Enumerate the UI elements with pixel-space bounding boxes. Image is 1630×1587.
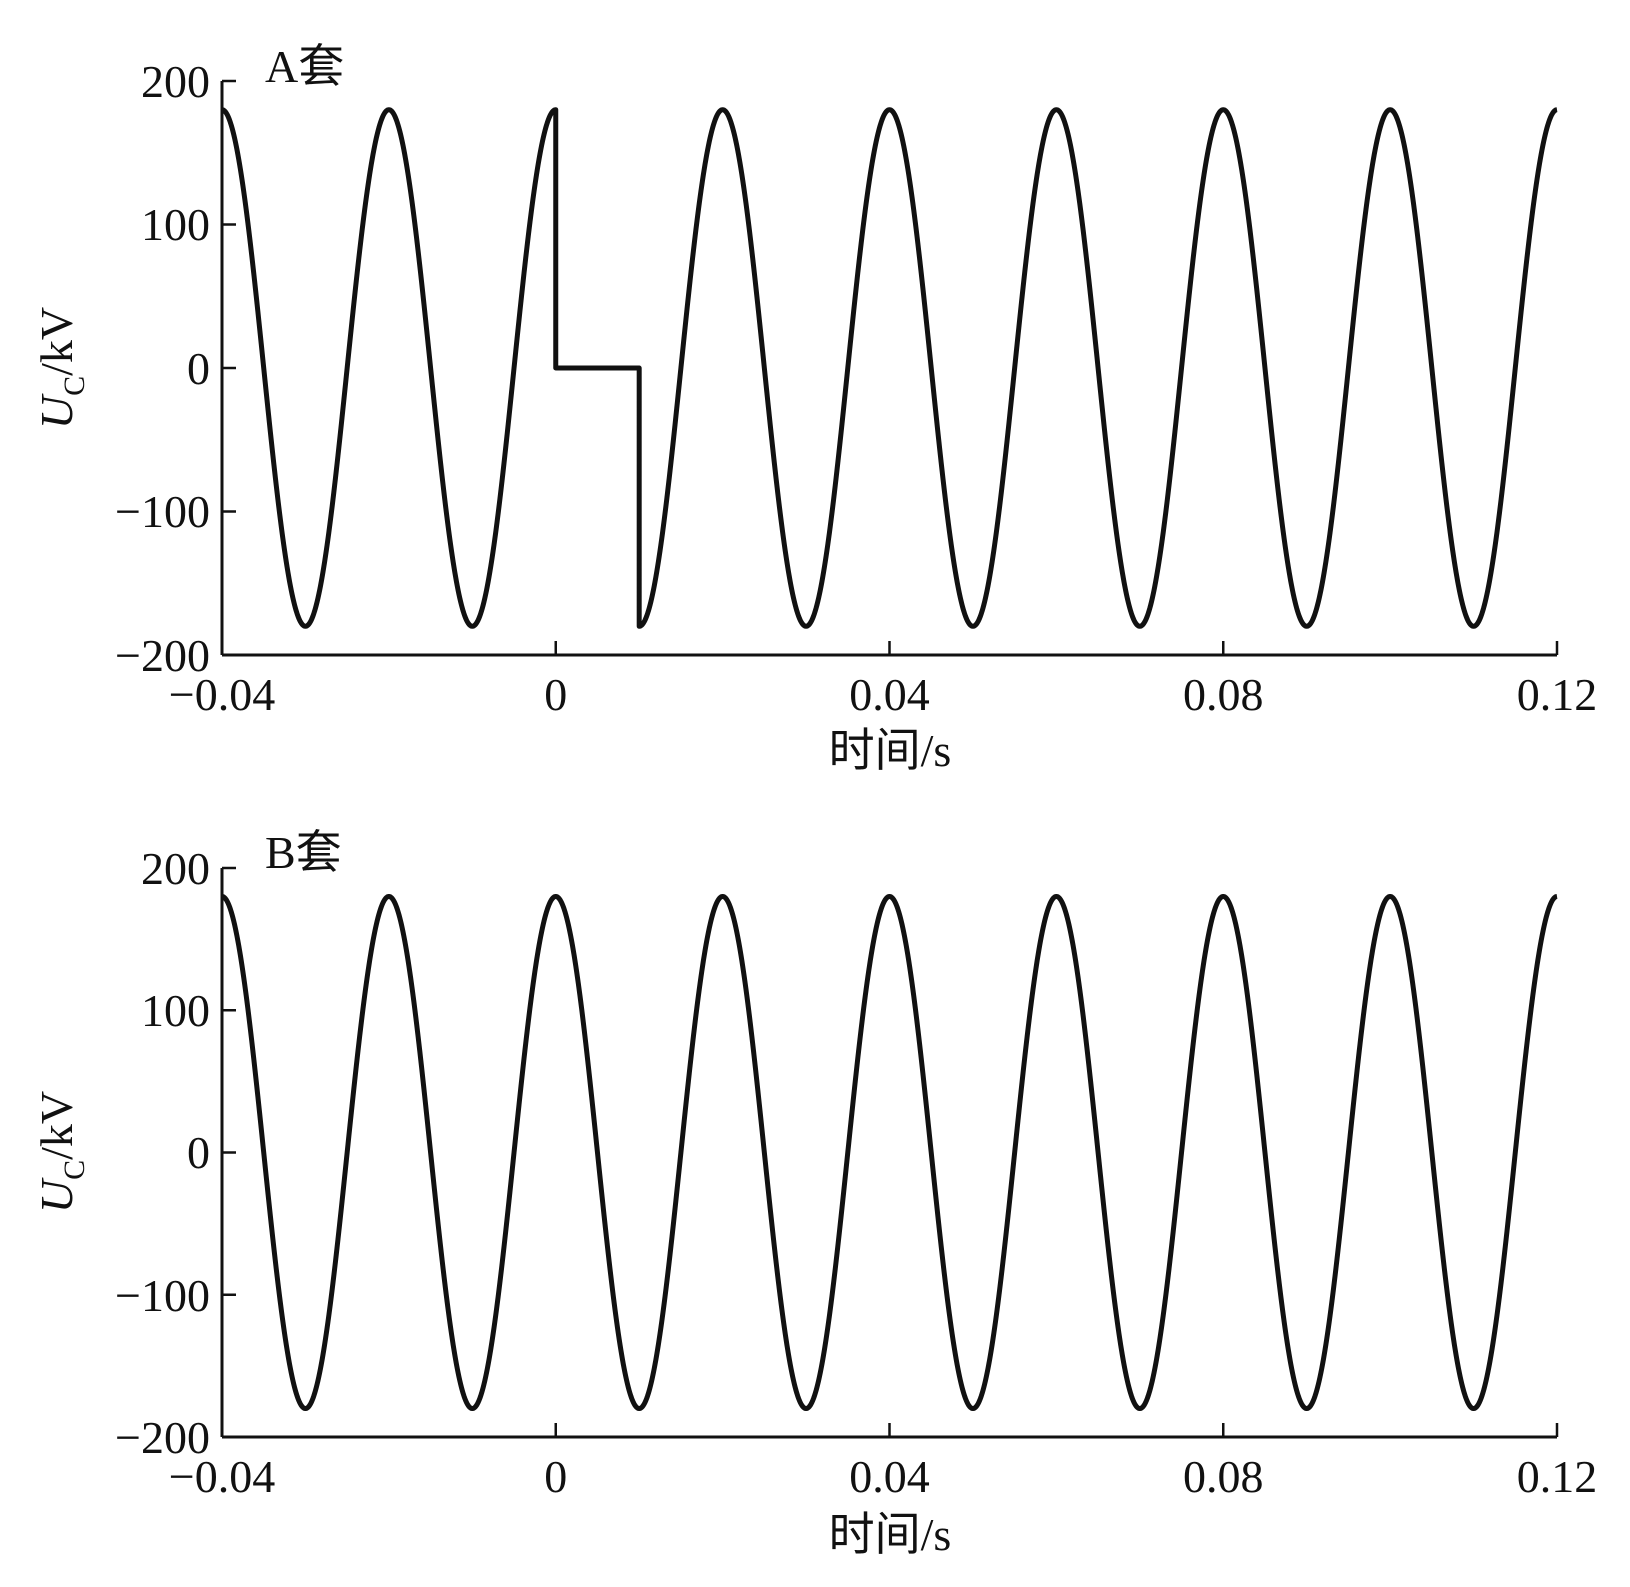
series-line bbox=[220, 107, 1559, 629]
y-axis-label-unit: /kV bbox=[31, 1091, 82, 1160]
y-tick-label: 100 bbox=[141, 985, 210, 1036]
y-tick-label: 0 bbox=[187, 343, 210, 394]
x-axis-label: 时间/s bbox=[829, 1509, 952, 1560]
x-tick-label: 0.04 bbox=[849, 1451, 930, 1502]
y-axis-label-main: U bbox=[31, 1177, 82, 1213]
x-axis-label: 时间/s bbox=[829, 725, 952, 776]
y-tick-label: 200 bbox=[141, 56, 210, 107]
x-axis-ticks bbox=[554, 641, 1559, 655]
x-axis-ticks bbox=[554, 1423, 1559, 1437]
x-tick-label: 0 bbox=[544, 1451, 567, 1502]
y-axis-label-main: U bbox=[31, 393, 82, 429]
series-line bbox=[220, 893, 1559, 1412]
y-tick-label: −200 bbox=[115, 1412, 210, 1463]
x-tick-label: −0.04 bbox=[169, 669, 275, 720]
y-tick-labels: 200 100 0 −100 −200 bbox=[115, 56, 210, 681]
y-axis-label-sub: C bbox=[58, 376, 91, 396]
y-tick-label: 0 bbox=[187, 1127, 210, 1178]
x-tick-label: 0 bbox=[544, 669, 567, 720]
y-tick-labels: 200 100 0 −100 −200 bbox=[115, 843, 210, 1463]
chart-panel-b: 200 100 0 −100 −200 −0.04 0 0.04 0.08 0.… bbox=[31, 827, 1597, 1560]
y-axis-label: UC/kV bbox=[31, 307, 91, 429]
y-axis-ticks bbox=[222, 79, 236, 513]
x-tick-label: 0.12 bbox=[1517, 669, 1598, 720]
x-tick-label: 0.08 bbox=[1183, 669, 1264, 720]
y-tick-label: 100 bbox=[141, 199, 210, 250]
y-axis-label-unit: /kV bbox=[31, 307, 82, 376]
panel-label: B套 bbox=[265, 827, 342, 878]
y-tick-label: −200 bbox=[115, 630, 210, 681]
y-tick-label: −100 bbox=[115, 1270, 210, 1321]
x-tick-labels: −0.04 0 0.04 0.08 0.12 bbox=[169, 1451, 1597, 1502]
x-tick-label: 0.12 bbox=[1517, 1451, 1598, 1502]
chart-panel-a: 200 100 0 −100 −200 −0.04 0 0.04 0.08 0.… bbox=[31, 41, 1597, 776]
x-tick-label: 0.04 bbox=[849, 669, 930, 720]
y-tick-label: 200 bbox=[141, 843, 210, 894]
y-tick-label: −100 bbox=[115, 486, 210, 537]
y-axis-label: UC/kV bbox=[31, 1091, 91, 1213]
y-axis-label-sub: C bbox=[58, 1160, 91, 1180]
panel-label: A套 bbox=[265, 41, 344, 92]
y-axis-ticks bbox=[222, 866, 236, 1296]
x-tick-label: −0.04 bbox=[169, 1451, 275, 1502]
x-tick-label: 0.08 bbox=[1183, 1451, 1264, 1502]
x-tick-labels: −0.04 0 0.04 0.08 0.12 bbox=[169, 669, 1597, 720]
